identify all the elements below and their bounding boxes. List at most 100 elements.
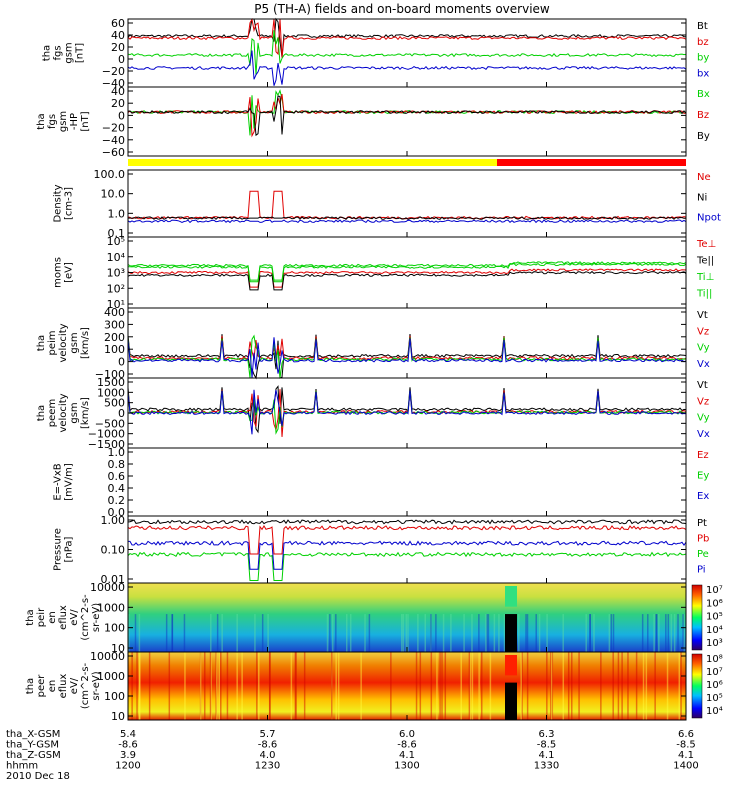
y-tick-label: −40 (102, 77, 125, 90)
y-tick-label: −20 (102, 65, 125, 78)
peir-spectrogram (128, 583, 686, 652)
y-axis-label: en (47, 680, 58, 693)
date-label: 2010 Dec 18 (6, 771, 70, 782)
spectrogram-streak (526, 614, 529, 652)
spectrogram-streak (647, 614, 649, 652)
spectrogram-streak (471, 652, 474, 720)
footer-row-label: tha_Z-GSM (6, 750, 61, 761)
y-axis-label: en (47, 611, 58, 624)
legend-Ti⊥: Ti⊥ (696, 272, 714, 283)
spectrogram-streak (550, 652, 552, 720)
spectrogram-streak (441, 652, 443, 720)
colorbar-tick-label: 10⁷ (706, 585, 723, 596)
legend-Vx: Vx (697, 429, 710, 440)
y-tick-label: 0 (118, 356, 125, 369)
y-tick-label: 1000 (97, 601, 125, 614)
spectrogram-streak (550, 652, 553, 720)
series-line-Ne (127, 190, 687, 220)
spectrogram-streak (210, 614, 212, 652)
spectrogram-streak (551, 652, 554, 720)
spectrogram-streak (332, 614, 334, 652)
legend-Pt: Pt (697, 518, 707, 529)
legend-Ni: Ni (697, 192, 707, 203)
panel-frame (127, 86, 687, 157)
spectrogram-streak (236, 652, 238, 720)
legend-Ne: Ne (697, 172, 711, 183)
legend-Bt: Bt (697, 21, 708, 32)
footer-value: -8.6 (397, 740, 417, 751)
spectrogram-streak (546, 614, 548, 652)
y-axis-label: tha (25, 609, 36, 625)
footer-value: 4.1 (539, 750, 555, 761)
y-axis-label: moms (53, 257, 64, 288)
footer-value: 4.1 (678, 750, 694, 761)
y-tick-label: 1000 (97, 386, 125, 399)
spectrogram-streak (131, 652, 133, 720)
spectrogram-streak (268, 652, 271, 720)
y-tick-label: 0.1 (108, 227, 126, 240)
spectrogram-streak (209, 652, 212, 720)
series-line-Bt (127, 17, 687, 58)
y-tick-label: −20 (102, 122, 125, 135)
spectrogram-streak (655, 614, 657, 652)
series-line-Pe (127, 551, 687, 581)
series-line-Te⊥ (127, 268, 687, 288)
spectrogram-streak (546, 652, 548, 720)
spectrogram-streak (326, 614, 329, 652)
spectrogram-streak (258, 652, 260, 720)
spectrogram-streak (405, 614, 408, 652)
legend-bz: bz (697, 37, 709, 48)
spectrogram-streak (184, 652, 186, 720)
plot-title: P5 (TH-A) fields and on-board moments ov… (254, 2, 550, 16)
series-line-By (127, 95, 687, 137)
legend-Vy: Vy (697, 413, 710, 424)
y-axis-label: [nT] (80, 111, 91, 131)
mode-bar-segment (497, 159, 686, 166)
y-tick-label: 500 (104, 397, 125, 410)
spectrogram-streak (585, 614, 587, 652)
y-tick-label: −1000 (88, 428, 125, 441)
footer-value: -8.5 (537, 740, 557, 751)
spectrogram-streak (402, 614, 405, 652)
colorbar-tick-label: 10⁵ (706, 612, 723, 623)
panel-temp: Te⊥ Te|| Ti⊥ Ti|| 10⁵ 10⁴ 10³ 10² 10¹ moms [eV] (53, 235, 717, 311)
spectrogram-streak (335, 614, 337, 652)
y-tick-label: 1.0 (108, 207, 126, 220)
colorbar-tick-label: 10⁴ (706, 706, 723, 717)
y-tick-label: 100 (104, 690, 125, 703)
y-axis-label: tha (36, 113, 47, 129)
y-tick-label: 1.00 (101, 514, 126, 527)
spectrogram-streak (610, 614, 613, 652)
spectrogram-streak (442, 614, 445, 652)
footer-value: 1300 (394, 761, 419, 772)
y-tick-label: −1500 (88, 438, 125, 451)
spectrogram-streak (139, 652, 141, 720)
spectrogram-streak (335, 652, 337, 720)
y-tick-label: 1000 (97, 670, 125, 683)
y-axis-label: peer (36, 674, 47, 698)
y-tick-label: 40 (111, 29, 125, 42)
spectrogram-streak (401, 614, 403, 652)
spectrogram-streak (216, 614, 219, 652)
spectrogram-streak (654, 652, 656, 720)
spectrogram-streak (535, 614, 537, 652)
series-line-Pt (127, 519, 687, 525)
y-tick-label: 0.10 (101, 544, 126, 557)
spectrogram-streak (450, 614, 452, 652)
legend-by: by (697, 53, 709, 64)
panel-vxb: Ez Ey Ex 1.00.80.60.40.20.0 E=-VxB [mV/m] (53, 446, 710, 519)
series-line-Npot (127, 219, 687, 224)
spectrogram-streak (478, 614, 480, 652)
y-axis-label: eV/ (69, 677, 80, 694)
spectrogram-streak (656, 614, 658, 652)
spectrogram-streak (199, 652, 202, 720)
y-axis-label: eflux (58, 674, 69, 699)
colorbar-tick-label: 10⁷ (706, 667, 723, 678)
y-axis-label: gsm (69, 332, 80, 353)
peer-spectrogram (128, 652, 686, 720)
spectrogram-streak (518, 614, 520, 652)
y-tick-label: 10000 (90, 650, 125, 663)
legend-bx: bx (697, 68, 709, 79)
spectrogram-streak (210, 652, 212, 720)
